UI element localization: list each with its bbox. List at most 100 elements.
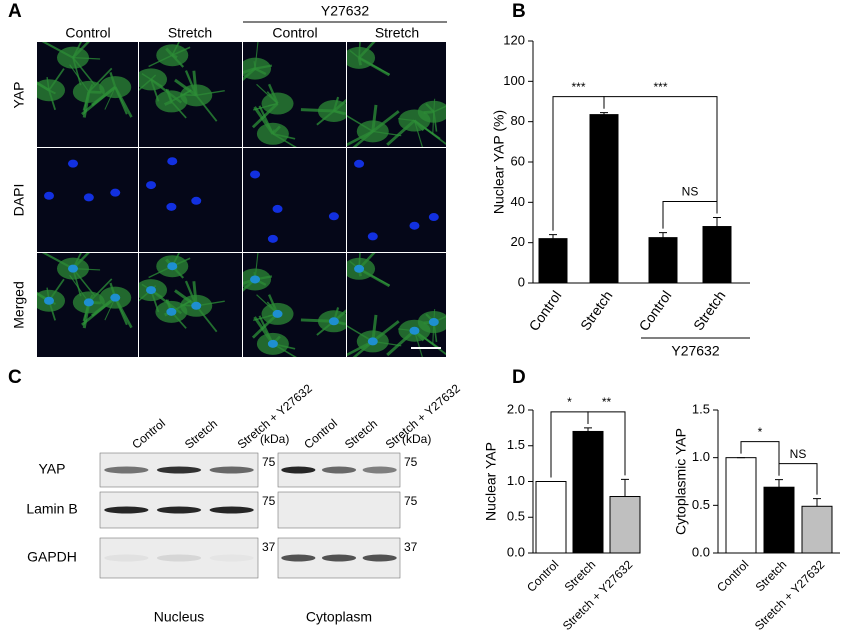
cells [139,42,225,122]
cell-body [347,46,376,69]
bar [572,430,604,554]
blot-band [210,555,254,562]
error-bar [713,216,721,227]
nucleus [428,318,439,327]
cell-body [56,46,89,69]
blot-name: Cytoplasm [306,609,372,625]
cell-body [398,109,431,132]
cell-body [243,57,272,80]
nucleus [328,317,339,326]
x-tick-label: Stretch [577,288,616,334]
blot-band [362,466,397,474]
nucleus [267,339,278,348]
cells [243,42,346,147]
bar [648,237,678,284]
cell-body [99,76,132,99]
nucleus [354,264,365,273]
bar [801,505,833,554]
bar [589,114,619,284]
blot-name: Nucleus [154,609,205,625]
nucleus [44,296,55,305]
y-tick-label: 20 [511,234,525,249]
y-tick-label: 100 [503,73,525,88]
nucleus [110,293,121,302]
nucleus [146,286,157,295]
y-tick-label: 2.0 [507,401,525,416]
nucleus [409,221,420,230]
row-label: YAP [11,82,27,109]
significance-bracket [778,463,818,495]
y-tick-label: 1.5 [507,437,525,452]
micrograph [243,148,346,252]
nucleus [272,309,283,318]
y-tick-label: 60 [511,153,525,168]
significance-label: * [567,395,572,409]
y-tick-label: 1.5 [692,401,710,416]
error-bar [549,234,557,239]
x-tick-label: Control [714,557,751,594]
bar [763,486,795,554]
cells [139,253,225,333]
column-label: Control [272,25,317,41]
y-tick-label: 80 [511,113,525,128]
bar [725,457,757,554]
blot-band [209,466,254,474]
blot-band [209,506,254,514]
panel-letter: A [8,1,22,22]
blot-band [104,506,149,514]
cell-body [139,68,168,91]
marker-label: 75 [262,494,276,508]
nucleus [250,170,261,179]
nucleus [367,337,378,346]
column-label: Stretch [168,25,212,41]
y-tick-label: 120 [503,32,525,47]
error-bar [813,498,821,507]
lane-label: Stretch [182,417,220,452]
x-tick-label: Stretch [753,557,790,594]
cell-body [356,120,389,143]
unit-label: (kDa) [402,432,431,446]
blot-band [362,554,397,562]
cells [44,159,121,202]
marker-label: 37 [262,540,276,554]
blot-band [321,554,357,562]
x-tick-label: Control [635,288,674,334]
protein-label: Lamin B [26,501,77,517]
marker-label: 37 [404,540,418,554]
blot-band [156,554,202,562]
row-label: DAPI [11,184,27,217]
significance-bracket [587,411,626,476]
cell-body [155,90,188,113]
micrograph [139,148,242,252]
cell-body [317,99,346,122]
y-tick-label: 0 [518,274,525,289]
error-bar [659,232,667,238]
nucleus [409,326,420,335]
nucleus [146,181,157,190]
significance-label: ** [602,395,612,409]
nucleus [166,307,177,316]
cell-body [261,92,294,115]
cell-body [72,80,105,103]
y-axis-label: Nuclear YAP (%) [491,110,507,214]
nucleus [250,275,261,284]
lane-label: Stretch [342,417,380,452]
x-tick-label: Stretch [690,288,729,334]
error-bar [584,427,592,432]
x-tick-label: Stretch + Y27632 [752,557,828,630]
cells [347,42,446,147]
significance-bracket [740,441,780,476]
cell-body [180,84,213,107]
cell-body [256,122,289,145]
x-tick-label: Control [524,557,561,594]
error-bar [775,479,783,488]
y-axis-label: Cytoplasmic YAP [673,428,689,535]
y-axis-label: Nuclear YAP [483,442,499,521]
nucleus [83,298,94,307]
nucleus [191,301,202,310]
cell-body [156,44,189,67]
y-tick-label: 0.0 [507,544,525,559]
group-label: Y27632 [671,343,719,359]
significance-label: *** [571,80,585,94]
cells [37,253,133,329]
